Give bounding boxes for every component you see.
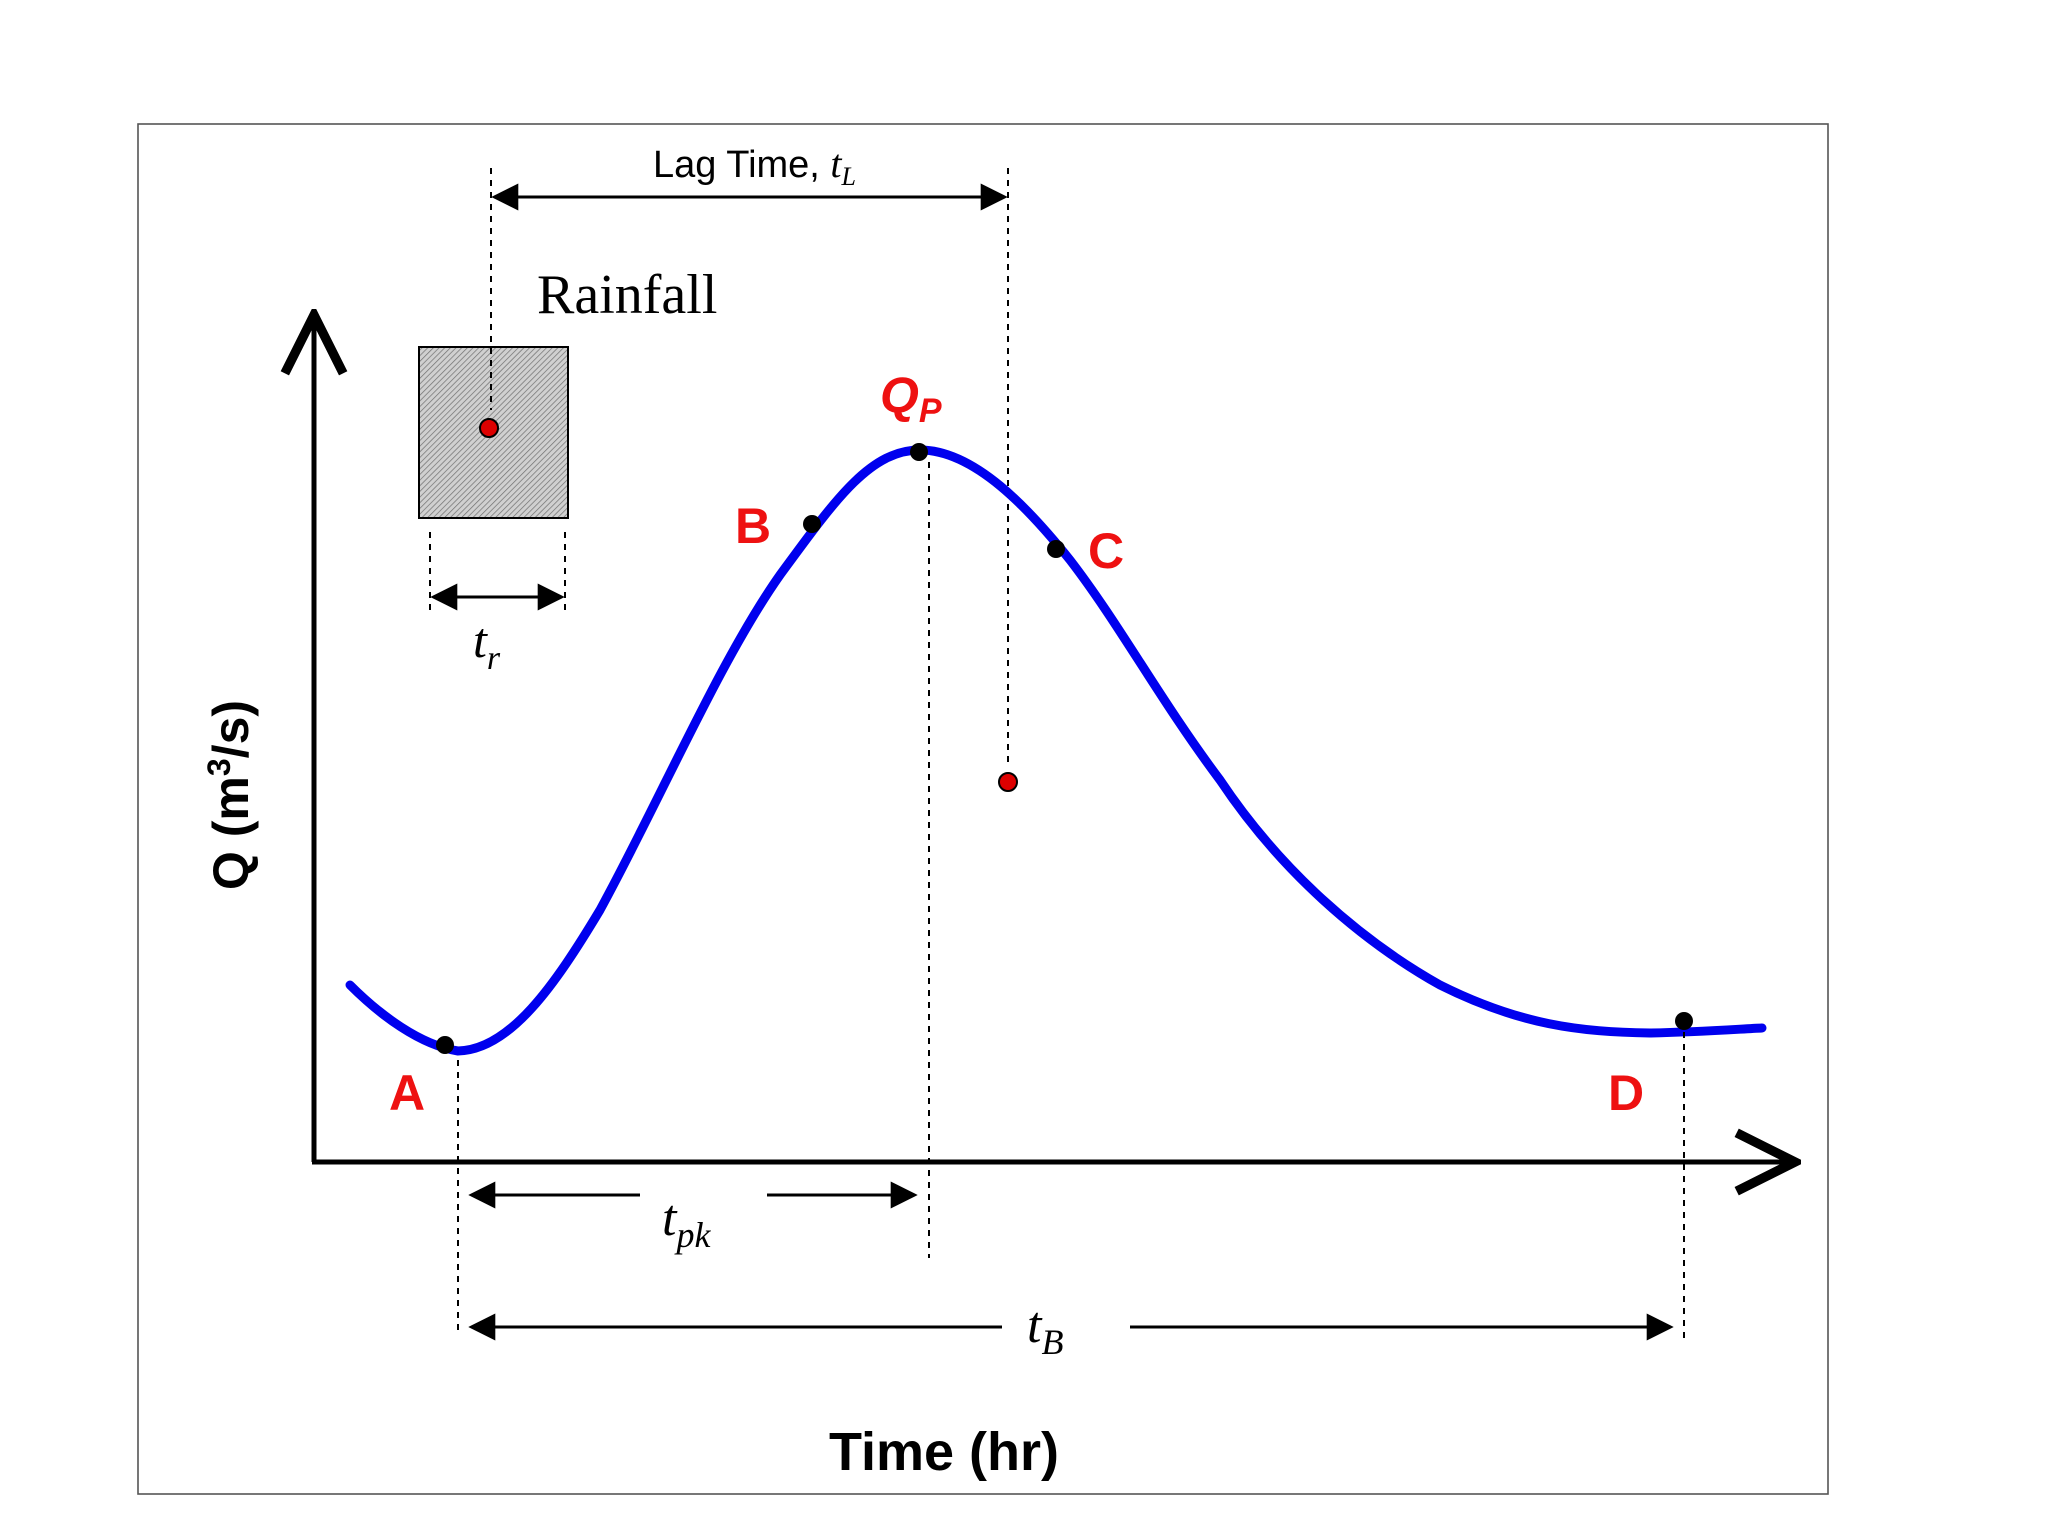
peak-sub: P <box>919 392 942 430</box>
hydrograph-curve <box>345 445 1767 1056</box>
lag-time-text: Lag Time, <box>653 144 830 186</box>
tb-symbol: t <box>1027 1297 1043 1354</box>
y-axis-label: Q (m3/s) <box>201 700 259 890</box>
x-axis-label: Time (hr) <box>829 1422 1059 1482</box>
tpk-sub: pk <box>673 1215 711 1255</box>
figure-frame <box>137 123 1829 1495</box>
tpk-label: tpk <box>662 1190 711 1255</box>
lag-time-label: Lag Time, tL <box>653 141 856 191</box>
point-a-marker <box>436 1036 454 1054</box>
y-axis-label-sup: 3 <box>201 758 237 776</box>
y-axis-label-main: Q (m <box>203 776 259 890</box>
point-d-label: D <box>1608 1065 1644 1121</box>
y-axis-label-end: /s) <box>203 700 259 758</box>
rainfall-centroid-marker <box>479 418 499 438</box>
tb-label: tB <box>1027 1297 1063 1362</box>
peak-symbol: Q <box>880 367 919 423</box>
point-c-label: C <box>1088 523 1124 579</box>
lag-time-sub: L <box>841 162 856 191</box>
point-b-label: B <box>735 498 771 554</box>
tr-symbol: t <box>473 612 488 668</box>
tr-label: tr <box>473 612 501 677</box>
tpk-symbol: t <box>662 1190 678 1247</box>
point-c-marker <box>1047 540 1065 558</box>
tr-sub: r <box>487 640 501 677</box>
point-d-marker <box>1675 1012 1693 1030</box>
point-b-marker <box>803 515 821 533</box>
peak-marker <box>910 443 928 461</box>
point-a-label: A <box>389 1065 425 1121</box>
lag-time-symbol: t <box>830 141 842 186</box>
rainfall-label: Rainfall <box>537 264 717 326</box>
runoff-centroid-marker <box>998 772 1018 792</box>
tb-sub: B <box>1041 1322 1063 1362</box>
peak-label: QP <box>880 367 942 430</box>
